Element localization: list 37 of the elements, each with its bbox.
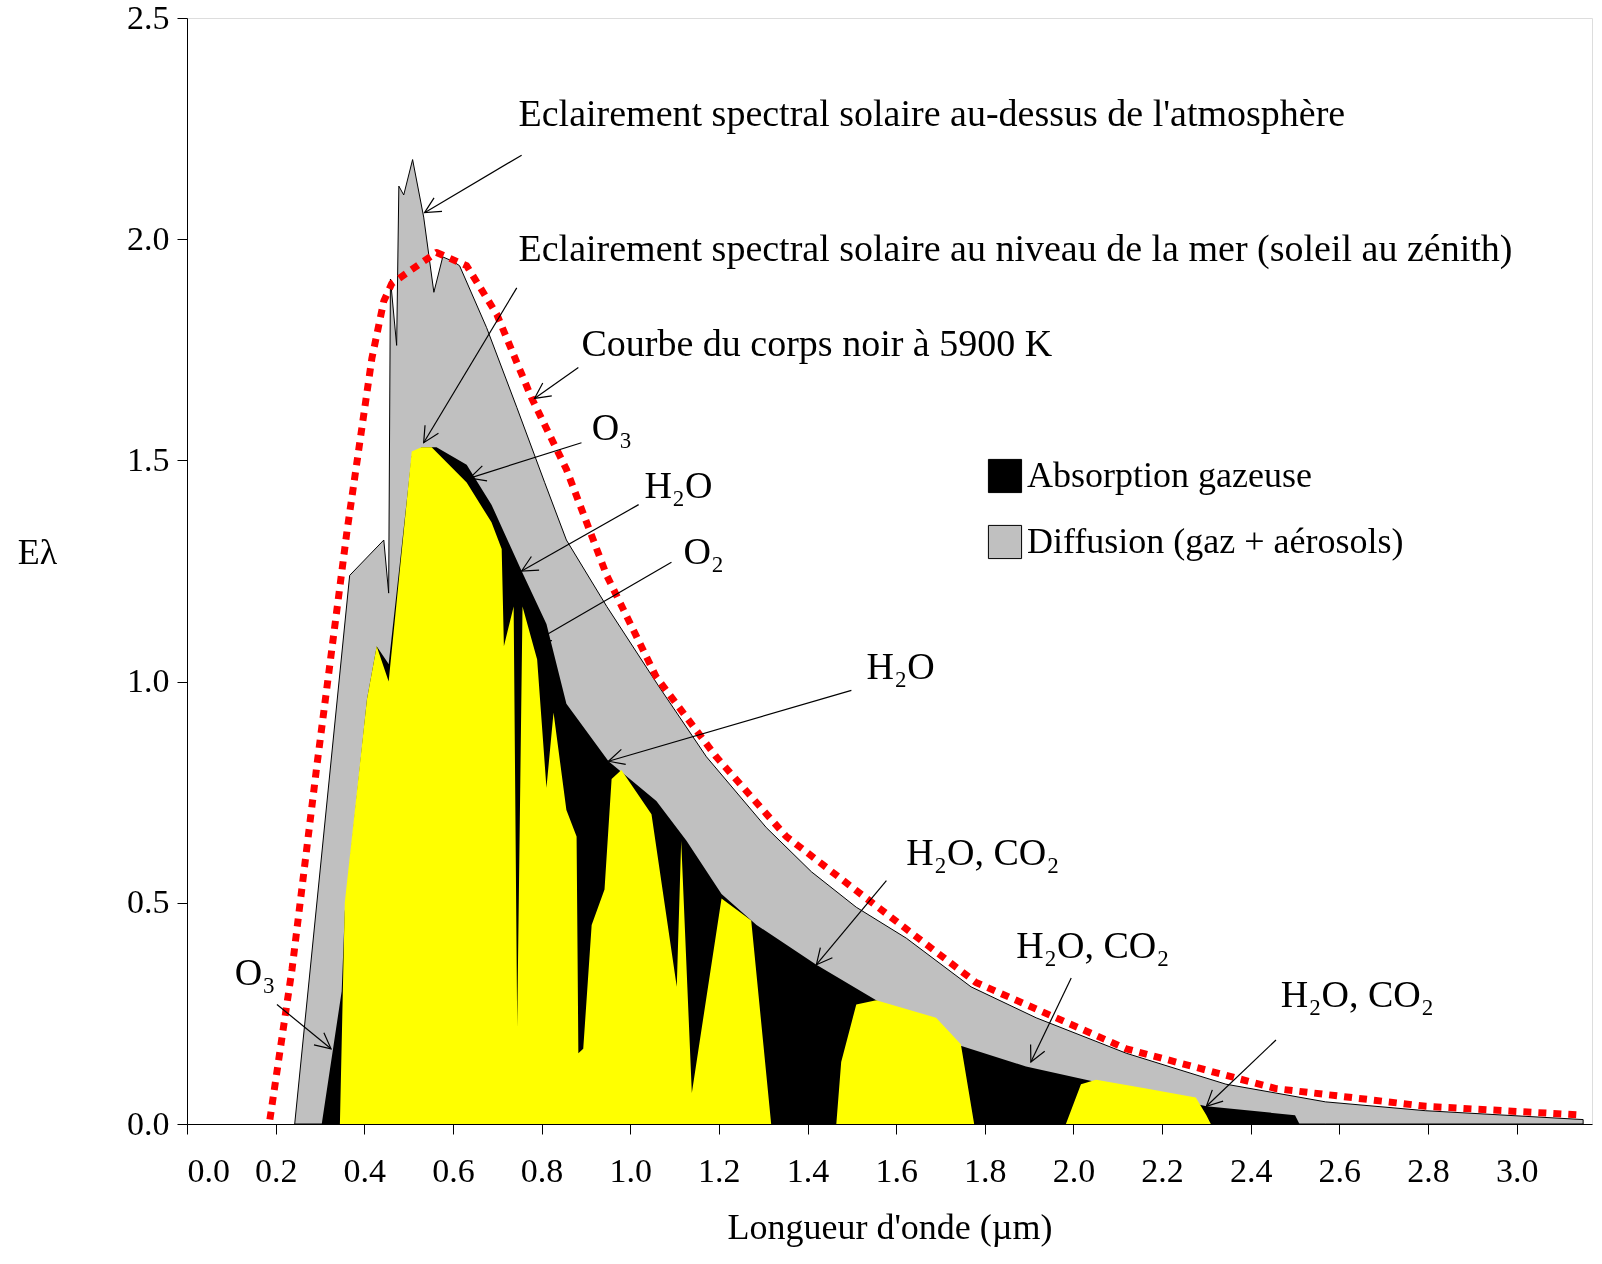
x-tick-label: 1.8 <box>964 1151 1007 1189</box>
annotation: H₂O <box>866 645 935 688</box>
annotation: H₂O, CO₂ <box>1280 972 1435 1015</box>
annotation: Eclairement spectral solaire au niveau de la mer (soleil au zénith) <box>518 227 1513 271</box>
x-tick-label: 2.8 <box>1407 1151 1450 1189</box>
annotation: O₂ <box>683 530 725 573</box>
x-tick-label: 3.0 <box>1495 1151 1539 1189</box>
annotation: O₃ <box>234 950 276 993</box>
x-axis-title: Longueur d'onde (µm) <box>727 1206 1053 1247</box>
annotation: H₂O <box>644 463 713 506</box>
y-tick-label: 0.5 <box>127 883 170 921</box>
annotation: Eclairement spectral solaire au-dessus de l'atmosphère <box>518 92 1346 135</box>
x-tick-label: 2.2 <box>1141 1151 1184 1189</box>
annotation: O₃ <box>591 406 633 449</box>
y-tick-label: 2.0 <box>127 219 170 257</box>
x-tick-label: 2.0 <box>1052 1151 1096 1189</box>
legend-label: Diffusion (gaz + aérosols) <box>1027 521 1404 561</box>
x-tick-label: 2.6 <box>1318 1151 1362 1189</box>
y-tick-label: 2.5 <box>127 0 170 36</box>
y-tick-label: 1.0 <box>127 662 170 700</box>
x-tick-label: 1.6 <box>875 1151 918 1189</box>
x-tick-label: 0.4 <box>343 1151 387 1189</box>
x-tick-label: 0.6 <box>432 1151 475 1189</box>
legend-label: Absorption gazeuse <box>1027 455 1312 495</box>
annotation: Courbe du corps noir à 5900 K <box>581 322 1053 365</box>
x-tick-label: 1.2 <box>698 1151 741 1189</box>
y-axis-title: Eλ <box>17 531 58 572</box>
annotation: H₂O, CO₂ <box>906 831 1060 874</box>
x-tick-label: 1.4 <box>786 1151 830 1189</box>
y-tick-label: 0.0 <box>127 1104 170 1142</box>
x-tick-label: 0.2 <box>254 1151 298 1189</box>
x-tick-label: 0.8 <box>520 1151 564 1189</box>
x-tick-label: 2.4 <box>1229 1151 1273 1189</box>
x-tick-label: 1.0 <box>609 1151 652 1189</box>
y-tick-label: 1.5 <box>127 440 170 478</box>
x-tick-label: 0.0 <box>187 1151 230 1189</box>
annotation: H₂O, CO₂ <box>1016 924 1170 967</box>
